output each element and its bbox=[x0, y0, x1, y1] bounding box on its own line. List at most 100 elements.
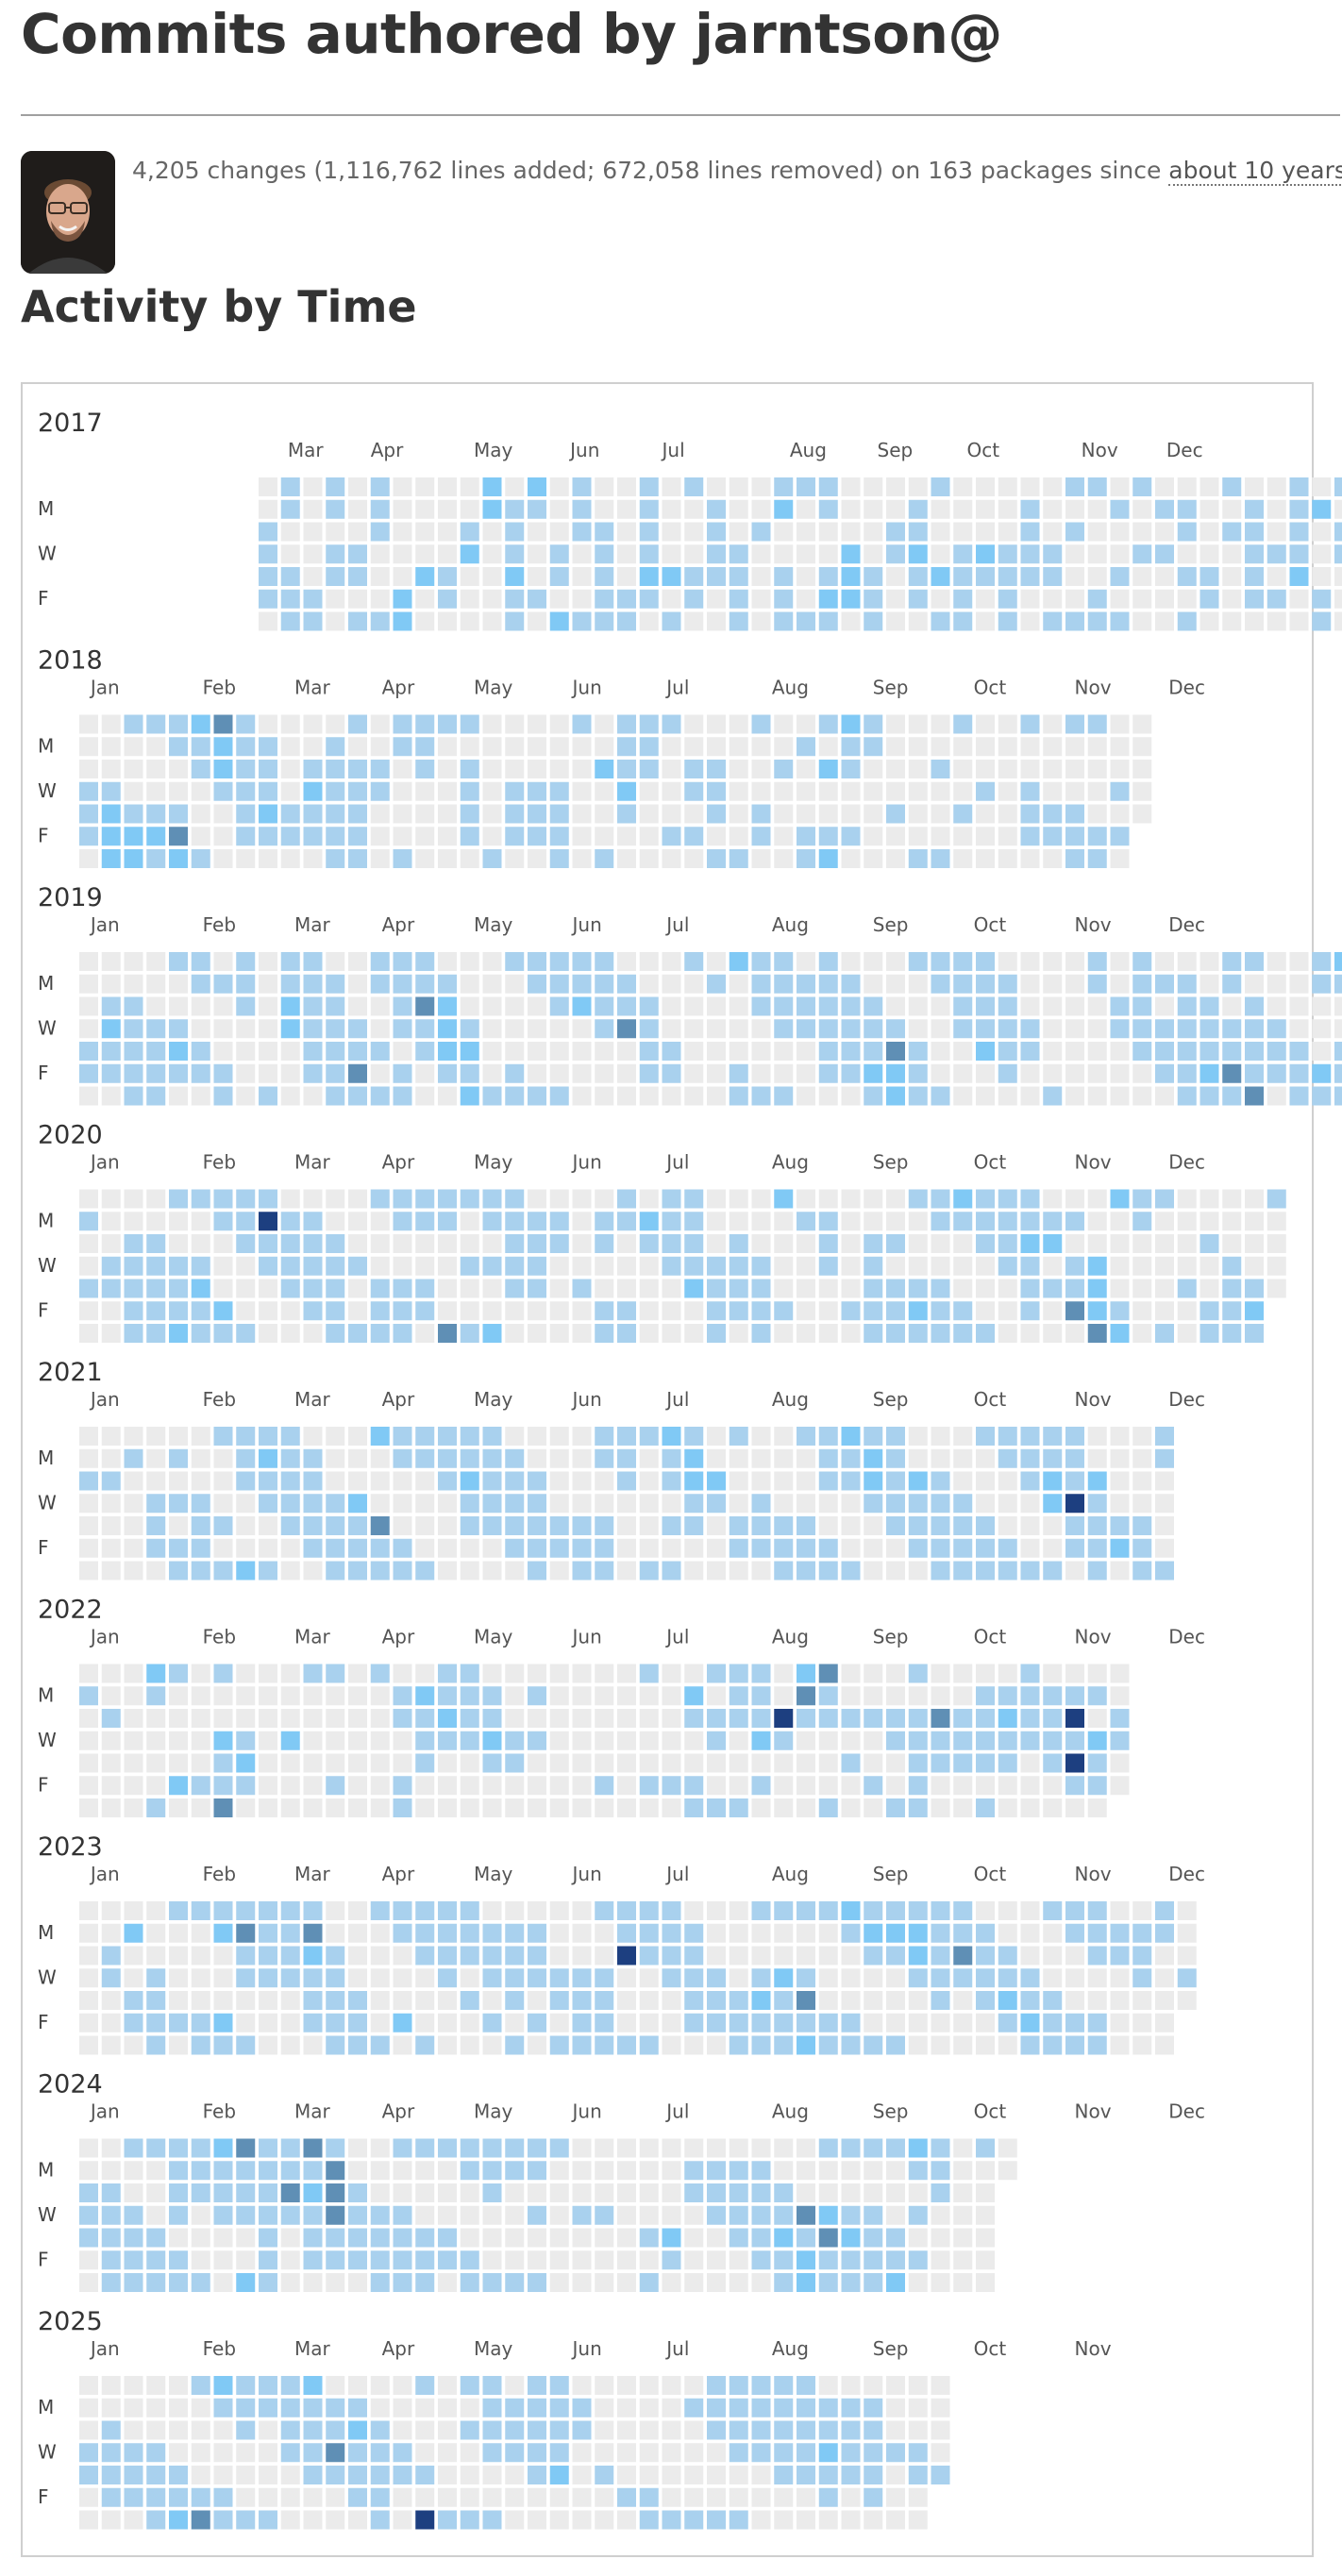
day-cell[interactable] bbox=[1199, 1063, 1219, 1083]
day-cell[interactable] bbox=[931, 2205, 950, 2225]
day-cell[interactable] bbox=[818, 974, 838, 994]
day-cell[interactable] bbox=[124, 1709, 143, 1728]
day-cell[interactable] bbox=[797, 2205, 815, 2225]
day-cell[interactable] bbox=[1020, 804, 1040, 824]
day-cell[interactable] bbox=[505, 567, 525, 586]
day-cell[interactable] bbox=[751, 714, 771, 734]
day-cell[interactable] bbox=[236, 849, 256, 868]
day-cell[interactable] bbox=[1020, 1042, 1040, 1061]
day-cell[interactable] bbox=[751, 1042, 771, 1061]
day-cell[interactable] bbox=[1020, 760, 1040, 778]
day-cell[interactable] bbox=[169, 1212, 188, 1231]
day-cell[interactable] bbox=[572, 2443, 592, 2463]
day-cell[interactable] bbox=[617, 996, 636, 1016]
day-cell[interactable] bbox=[101, 1516, 121, 1535]
day-cell[interactable] bbox=[998, 1516, 1017, 1535]
day-cell[interactable] bbox=[751, 952, 771, 971]
day-cell[interactable] bbox=[482, 1212, 502, 1231]
day-cell[interactable] bbox=[617, 1301, 636, 1321]
day-cell[interactable] bbox=[729, 1427, 748, 1446]
day-cell[interactable] bbox=[146, 1471, 166, 1491]
day-cell[interactable] bbox=[191, 1086, 210, 1106]
day-cell[interactable] bbox=[460, 1798, 479, 1817]
day-cell[interactable] bbox=[460, 996, 479, 1016]
day-cell[interactable] bbox=[886, 2487, 905, 2507]
day-cell[interactable] bbox=[908, 2183, 928, 2202]
day-cell[interactable] bbox=[326, 1731, 345, 1750]
day-cell[interactable] bbox=[707, 1516, 726, 1535]
day-cell[interactable] bbox=[595, 477, 614, 496]
day-cell[interactable] bbox=[460, 2420, 479, 2440]
day-cell[interactable] bbox=[797, 760, 815, 778]
day-cell[interactable] bbox=[482, 1516, 502, 1535]
day-cell[interactable] bbox=[684, 2161, 704, 2181]
day-cell[interactable] bbox=[1312, 567, 1332, 586]
day-cell[interactable] bbox=[751, 1991, 771, 2010]
day-cell[interactable] bbox=[1065, 1471, 1084, 1491]
day-cell[interactable] bbox=[662, 1776, 681, 1796]
day-cell[interactable] bbox=[280, 1063, 300, 1083]
day-cell[interactable] bbox=[931, 827, 950, 846]
day-cell[interactable] bbox=[370, 1901, 390, 1920]
day-cell[interactable] bbox=[639, 1494, 659, 1514]
day-cell[interactable] bbox=[707, 2398, 726, 2417]
day-cell[interactable] bbox=[259, 522, 277, 542]
day-cell[interactable] bbox=[729, 1798, 748, 1817]
day-cell[interactable] bbox=[684, 499, 704, 519]
day-cell[interactable] bbox=[460, 974, 479, 994]
day-cell[interactable] bbox=[438, 1561, 457, 1581]
day-cell[interactable] bbox=[482, 1256, 502, 1276]
day-cell[interactable] bbox=[1043, 1516, 1063, 1535]
day-cell[interactable] bbox=[1334, 1086, 1342, 1106]
day-cell[interactable] bbox=[1177, 974, 1197, 994]
day-cell[interactable] bbox=[751, 1686, 771, 1706]
day-cell[interactable] bbox=[528, 2138, 546, 2158]
day-cell[interactable] bbox=[707, 611, 726, 631]
day-cell[interactable] bbox=[841, 1189, 861, 1209]
day-cell[interactable] bbox=[348, 1324, 367, 1343]
day-cell[interactable] bbox=[393, 996, 412, 1016]
day-cell[interactable] bbox=[213, 2510, 233, 2530]
day-cell[interactable] bbox=[415, 1212, 435, 1231]
day-cell[interactable] bbox=[976, 1686, 995, 1706]
day-cell[interactable] bbox=[79, 1538, 98, 1558]
day-cell[interactable] bbox=[146, 1901, 166, 1920]
day-cell[interactable] bbox=[1132, 589, 1152, 609]
day-cell[interactable] bbox=[393, 1063, 412, 1083]
day-cell[interactable] bbox=[908, 522, 928, 542]
day-cell[interactable] bbox=[797, 2250, 815, 2270]
day-cell[interactable] bbox=[662, 1561, 681, 1581]
day-cell[interactable] bbox=[236, 1798, 256, 1817]
day-cell[interactable] bbox=[549, 1019, 569, 1039]
day-cell[interactable] bbox=[729, 2487, 748, 2507]
day-cell[interactable] bbox=[1020, 1019, 1040, 1039]
day-cell[interactable] bbox=[953, 589, 973, 609]
day-cell[interactable] bbox=[707, 849, 726, 868]
day-cell[interactable] bbox=[617, 1753, 636, 1773]
day-cell[interactable] bbox=[1177, 1042, 1197, 1061]
day-cell[interactable] bbox=[751, 2487, 771, 2507]
day-cell[interactable] bbox=[415, 2466, 435, 2484]
day-cell[interactable] bbox=[864, 1324, 883, 1343]
day-cell[interactable] bbox=[169, 1063, 188, 1083]
day-cell[interactable] bbox=[169, 1189, 188, 1209]
day-cell[interactable] bbox=[326, 1086, 345, 1106]
day-cell[interactable] bbox=[1020, 1798, 1040, 1817]
day-cell[interactable] bbox=[841, 1324, 861, 1343]
day-cell[interactable] bbox=[617, 1923, 636, 1943]
day-cell[interactable] bbox=[169, 781, 188, 801]
day-cell[interactable] bbox=[169, 760, 188, 778]
day-cell[interactable] bbox=[886, 1471, 905, 1491]
day-cell[interactable] bbox=[976, 2183, 995, 2202]
day-cell[interactable] bbox=[595, 567, 614, 586]
day-cell[interactable] bbox=[595, 827, 614, 846]
day-cell[interactable] bbox=[191, 2420, 210, 2440]
day-cell[interactable] bbox=[370, 1063, 390, 1083]
day-cell[interactable] bbox=[595, 499, 614, 519]
day-cell[interactable] bbox=[639, 2013, 659, 2032]
day-cell[interactable] bbox=[662, 2466, 681, 2484]
day-cell[interactable] bbox=[684, 1776, 704, 1796]
day-cell[interactable] bbox=[370, 589, 390, 609]
day-cell[interactable] bbox=[326, 2376, 345, 2395]
day-cell[interactable] bbox=[1065, 996, 1084, 1016]
